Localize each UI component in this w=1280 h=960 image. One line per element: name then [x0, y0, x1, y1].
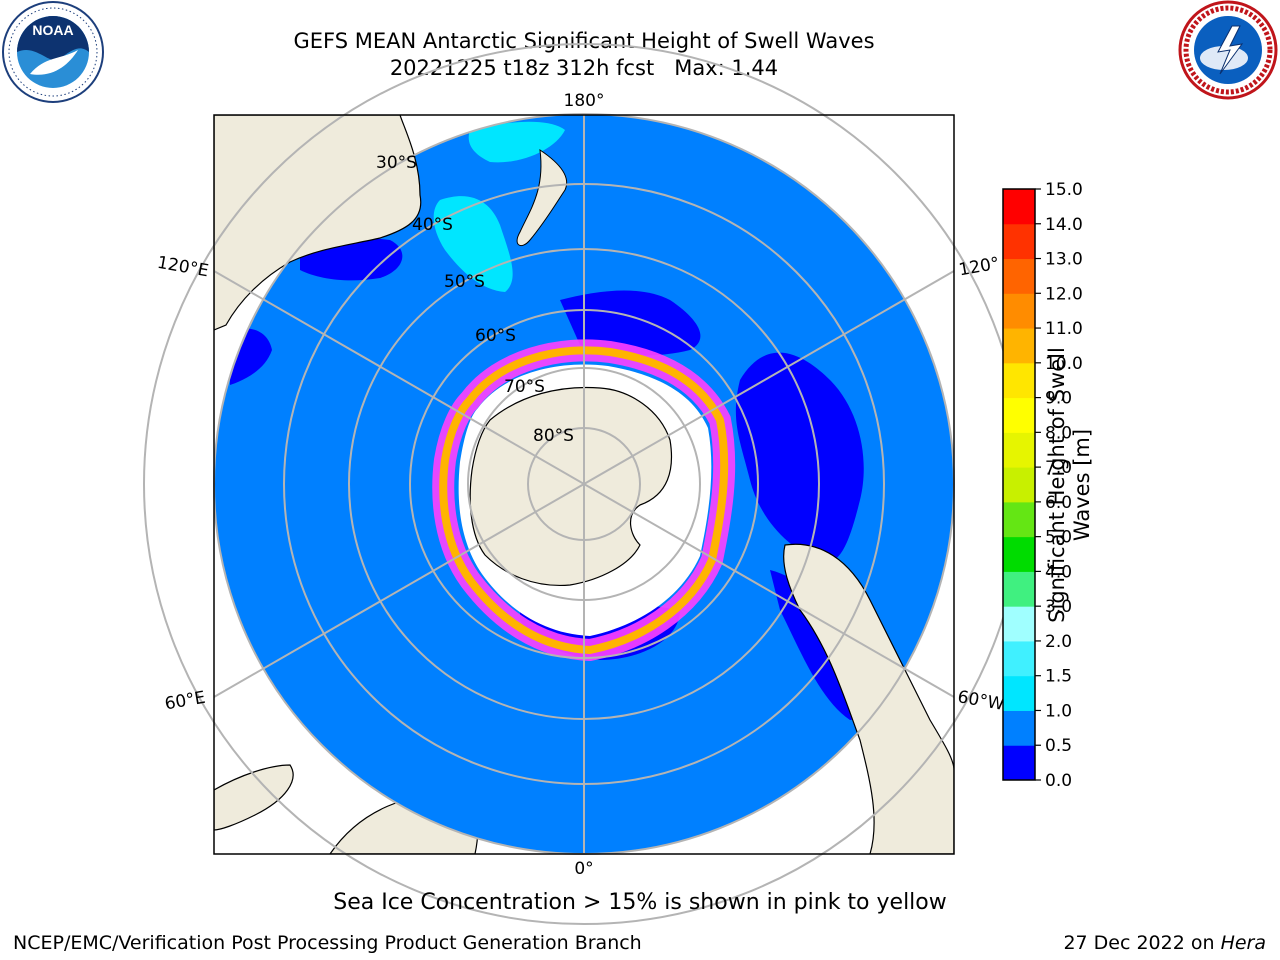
colorbar: 15.0 14.0 13.0 12.0 11.0 10.0 9.0 8.0 7.0 6.0 5.0 4…	[1002, 180, 1083, 791]
colorbar-tick-label: 0.0	[1045, 771, 1072, 791]
colorbar-bin	[1003, 258, 1035, 294]
colorbar-bin	[1003, 223, 1035, 260]
colorbar-tick-label: 2.0	[1045, 632, 1072, 652]
colorbar-bin	[1003, 640, 1035, 677]
lat-label-70s: 70°S	[504, 377, 545, 397]
noaa-logo: NOAA	[2, 1, 104, 103]
noaa-logo-text: NOAA	[32, 22, 73, 38]
new-zealand-land-inner	[516, 148, 568, 247]
colorbar-bin	[1003, 189, 1035, 225]
colorbar-bin	[1003, 328, 1035, 364]
colorbar-tick-label: 13.0	[1045, 250, 1083, 270]
colorbar-tick-label: 5.0	[1045, 528, 1072, 548]
colorbar-tick-label: 7.0	[1045, 458, 1072, 478]
colorbar-bin	[1003, 432, 1035, 468]
title-line-1: GEFS MEAN Antarctic Significant Height o…	[293, 29, 875, 53]
colorbar-tick-label: 10.0	[1045, 354, 1083, 374]
colorbar-bin	[1003, 710, 1035, 746]
colorbar-tick-label: 1.5	[1045, 667, 1072, 687]
colorbar-tick-label: 14.0	[1045, 215, 1083, 235]
lat-label-80s: 80°S	[533, 426, 574, 446]
colorbar-bin	[1003, 467, 1035, 503]
colorbar-tick-label: 6.0	[1045, 493, 1072, 513]
colorbar-bin	[1003, 362, 1035, 399]
colorbar-tick-label: 4.0	[1045, 562, 1072, 582]
colorbar-tick-label: 1.0	[1045, 701, 1072, 721]
nws-logo	[1178, 0, 1278, 100]
lat-label-50s: 50°S	[444, 272, 485, 292]
colorbar-tick-label: 0.5	[1045, 736, 1072, 756]
colorbar-bin	[1003, 675, 1035, 711]
credit-right: 27 Dec 2022 on Hera	[1063, 932, 1266, 954]
lon-label-180: 180°	[564, 91, 605, 111]
colorbar-tick-label: 11.0	[1045, 319, 1083, 339]
credit-right-date: 27 Dec 2022 on	[1063, 932, 1221, 954]
colorbar-bin	[1003, 397, 1035, 433]
map-frame	[213, 114, 955, 855]
lon-label-60e: 60°E	[163, 688, 207, 715]
colorbar-tick-label: 15.0	[1045, 180, 1083, 200]
colorbar-tick-label: 8.0	[1045, 423, 1072, 443]
colorbar-label: Significant Height of Swell Waves [m]	[1045, 347, 1094, 623]
low-swell-region-north	[560, 290, 701, 356]
moderate-swell-region-north	[468, 121, 565, 163]
lat-label-60s: 60°S	[475, 326, 516, 346]
credit-right-host: Hera	[1220, 932, 1266, 954]
colorbar-bin	[1003, 536, 1035, 572]
credit-left: NCEP/EMC/Verification Post Processing Pr…	[13, 932, 642, 954]
lon-label-120e: 120°E	[156, 253, 210, 282]
colorbar-bin	[1003, 606, 1035, 642]
low-swell-region-east	[735, 352, 864, 562]
colorbar-bin	[1003, 745, 1035, 781]
lat-label-30s: 30°S	[376, 153, 417, 173]
colorbar-bin	[1003, 571, 1035, 607]
colorbar-tick-label: 3.0	[1045, 597, 1072, 617]
colorbar-bins	[1003, 189, 1035, 781]
lon-label-0: 0°	[574, 859, 593, 879]
lat-label-40s: 40°S	[412, 215, 453, 235]
colorbar-frame	[1002, 188, 1036, 781]
colorbar-ticks: 15.0 14.0 13.0 12.0 11.0 10.0 9.0 8.0 7.0 6.0 5.0 4…	[1035, 180, 1083, 791]
colorbar-tick-label: 12.0	[1045, 284, 1083, 304]
colorbar-tick-label: 9.0	[1045, 389, 1072, 409]
colorbar-bin	[1003, 501, 1035, 538]
sea-ice-note: Sea Ice Concentration > 15% is shown in …	[333, 890, 947, 915]
colorbar-bin	[1003, 293, 1035, 329]
